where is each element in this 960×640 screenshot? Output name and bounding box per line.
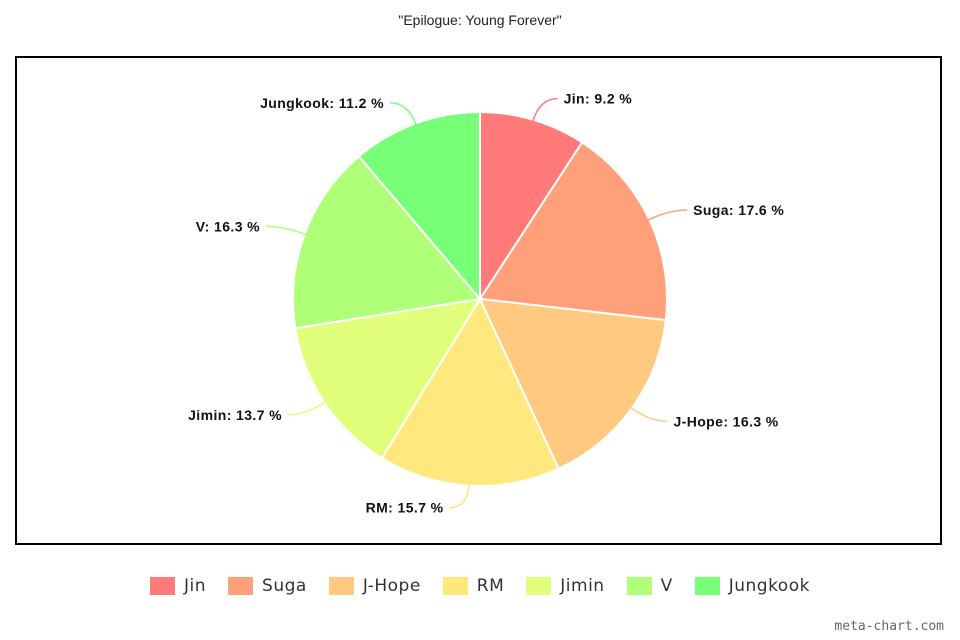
- data-label-jungkook: Jungkook: 11.2 %: [260, 95, 384, 111]
- legend-label: Jin: [184, 576, 207, 596]
- legend-item-j-hope: J-Hope: [328, 576, 421, 596]
- legend-item-rm: RM: [442, 576, 505, 596]
- legend-swatch: [694, 577, 720, 595]
- legend-label: V: [660, 576, 673, 596]
- leader-line-rm: [449, 483, 470, 509]
- legend-label: Jungkook: [728, 576, 810, 596]
- legend-swatch: [328, 577, 354, 595]
- data-label-jin: Jin: 9.2 %: [564, 91, 633, 107]
- data-label-jimin: Jimin: 13.7 %: [188, 407, 282, 423]
- data-label-suga: Suga: 17.6 %: [693, 202, 784, 218]
- chart-title: "Epilogue: Young Forever": [398, 12, 562, 28]
- legend-item-jin: Jin: [150, 576, 206, 596]
- leader-line-jin: [532, 97, 558, 122]
- legend-item-jungkook: Jungkook: [694, 576, 810, 596]
- leader-line-v: [266, 225, 307, 236]
- data-label-rm: RM: 15.7 %: [366, 500, 444, 516]
- legend-item-suga: Suga: [228, 576, 307, 596]
- pie-chart: Jin: 9.2 % Suga: 17.6 % J-Hope: 16.3 % RM: …: [188, 91, 784, 516]
- leader-line-jungkook: [389, 102, 417, 126]
- data-label-j-hope: J-Hope: 16.3 %: [673, 413, 778, 429]
- leader-line-jimin: [288, 400, 327, 416]
- legend: Jin Suga J-Hope RM Jimin V Jungkook: [0, 576, 960, 596]
- leader-line-suga: [647, 209, 688, 221]
- legend-swatch: [228, 577, 254, 595]
- legend-item-jimin: Jimin: [526, 576, 604, 596]
- leader-line-j-hope: [629, 406, 668, 423]
- watermark: meta-chart.com: [834, 619, 944, 634]
- legend-label: Suga: [262, 576, 307, 596]
- legend-item-v: V: [626, 576, 673, 596]
- legend-swatch: [442, 577, 468, 595]
- legend-swatch: [526, 577, 552, 595]
- legend-label: J-Hope: [362, 576, 421, 596]
- plot-area: [15, 56, 942, 545]
- legend-swatch: [626, 577, 652, 595]
- legend-label: RM: [476, 576, 505, 596]
- legend-label: Jimin: [560, 576, 605, 596]
- legend-swatch: [150, 577, 176, 595]
- data-label-v: V: 16.3 %: [196, 218, 260, 234]
